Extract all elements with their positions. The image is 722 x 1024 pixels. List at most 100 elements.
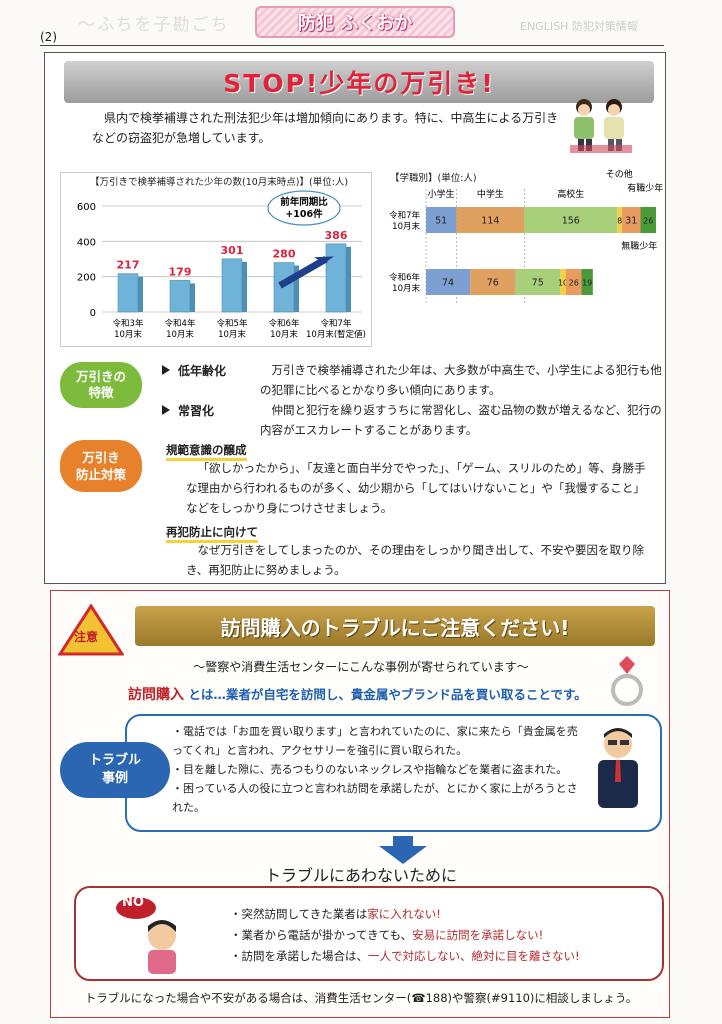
segment-label: 51: [435, 216, 447, 227]
features-label-line1: 万引きの: [75, 369, 126, 384]
x-tick-label: 10月末: [166, 329, 194, 340]
segment-label: 10: [558, 279, 568, 288]
row-label: 令和7年: [389, 210, 420, 221]
legend-label: 有職少年: [627, 182, 663, 194]
data-label: 217: [117, 259, 140, 272]
bar-side: [294, 265, 299, 312]
list-item: ・電話では「お皿を買い取ります」と言われていたのに、家に来たら「貴金属を売ってく…: [172, 725, 578, 757]
consultation-footer: トラブルになった場合や不安がある場合は、消費生活センター(☎188)や警察(#9…: [84, 991, 638, 1005]
stack-segment: [515, 269, 561, 295]
segment-label: 76: [487, 278, 499, 289]
list-item: ・突然訪問してきた業者は家に入れない!: [230, 907, 441, 921]
feature-2-text: 仲間と犯行を繰り返すうちに常習化し、盗む品物の数が増えるなど、犯行の内容がエスカ…: [260, 403, 662, 437]
stack-segment: [456, 207, 525, 233]
feature-1-text: 万引きで検挙補導された少年は、大多数が中高生で、小学生による犯行も他の犯罪に比べ…: [260, 363, 662, 397]
trouble-cases-list: ・電話では「お皿を買い取ります」と言われていたのに、家に来たら「貴金属を売ってく…: [172, 722, 582, 817]
legend-label: 中学生: [477, 188, 504, 200]
features-label: 万引きの 特徴: [60, 362, 142, 408]
bar-side: [242, 261, 247, 312]
masthead: 防犯 ふくおか: [255, 6, 455, 38]
prevention-label-line1: 万引き: [82, 450, 120, 465]
trouble-cases-label: トラブル 事例: [60, 742, 170, 798]
segment-label: 156: [562, 216, 580, 227]
stack-segment: [617, 207, 623, 233]
segment-label: 31: [625, 216, 637, 227]
trouble-cases-box: [125, 714, 662, 832]
bar-side: [346, 246, 351, 312]
trouble-cases-label-line1: トラブル: [88, 753, 141, 768]
legend-label: その他: [606, 168, 633, 180]
stack-segment: [622, 207, 641, 233]
header-background-text-right: ENGLISH 防犯対策情報: [520, 20, 638, 33]
trouble-cases-label-line2: 事例: [101, 771, 128, 786]
list-item: ・目を離した隙に、売るつもりのないネックレスや指輪などを業者に盗まれた。: [172, 763, 568, 776]
legend-label: 高校生: [557, 188, 584, 200]
warning-label: 注意: [74, 630, 99, 644]
shoplifting-banner: STOP!少年の万引き!: [64, 61, 654, 103]
suspicious-man-illustration: [598, 728, 638, 808]
stack-segment: [581, 269, 593, 295]
stack-segment: [470, 269, 516, 295]
stack-segment: [524, 207, 618, 233]
row-label: 10月末: [392, 283, 420, 294]
avoid-trouble-list: ・突然訪問してきた業者は家に入れない! ・業者から電話が掛かってきても、安易に訪…: [230, 904, 580, 967]
students-illustration: [570, 99, 632, 153]
page-number: (2): [40, 30, 57, 44]
no-label: NO: [122, 895, 144, 910]
x-tick-label: 令和5年: [217, 318, 248, 329]
list-item: ・業者から電話が掛かってきても、安易に訪問を承諾しない!: [230, 928, 544, 942]
prevention-subhead-2: 再犯防止に向けて: [166, 524, 258, 543]
legend-label: 小学生: [428, 188, 455, 200]
data-label: 280: [273, 248, 296, 261]
bar-side: [138, 276, 143, 312]
x-tick-label: 10月末(暫定値): [306, 329, 366, 340]
row-label: 10月末: [392, 221, 420, 232]
stack-segment: [566, 269, 582, 295]
prevention-label-line2: 防止対策: [75, 467, 126, 482]
y-tick-label: 200: [77, 273, 96, 284]
trend-arrowhead: [314, 256, 334, 264]
down-arrow-icon: [379, 836, 427, 864]
avoid-trouble-title: トラブルにあわないために: [264, 866, 457, 885]
x-tick-label: 10月末: [270, 329, 298, 340]
x-tick-label: 令和6年: [269, 318, 300, 329]
segment-label: 26: [643, 217, 653, 226]
x-tick-label: 令和3年: [113, 318, 144, 329]
bar-side: [190, 283, 195, 312]
door-to-door-definition: 訪問購入 とは…業者が自宅を訪問し、貴金属やブランド品を買い取ることです。: [128, 687, 587, 703]
legend-label: 無職少年: [621, 240, 657, 252]
bar: [325, 243, 347, 313]
segment-label: 26: [569, 279, 579, 288]
bar: [273, 262, 295, 313]
no-sign-girl-illustration: [116, 897, 176, 974]
juvenile-count-chart: 0200400600217令和3年10月末179令和4年10月末301令和5年1…: [77, 190, 366, 340]
annotation-text: 前年同期比: [280, 196, 328, 208]
y-tick-label: 600: [77, 202, 96, 213]
prevention-label: 万引き 防止対策: [60, 440, 142, 492]
prevention-text-2: なぜ万引きをしてしまったのか、その理由をしっかり聞き出して、不安や要因を取り除き…: [186, 543, 645, 577]
segment-label: 75: [532, 278, 544, 289]
list-item: ・訪問を承諾した場合は、一人で対応しない、絶対に目を離さない!: [230, 949, 580, 963]
triangle-bullet-icon: [162, 365, 170, 375]
x-tick-label: 10月末: [114, 329, 142, 340]
annotation-bubble: [267, 190, 341, 226]
prevention-subhead-1: 規範意識の醸成: [166, 442, 247, 461]
stack-segment: [426, 269, 471, 295]
segment-label: 74: [442, 278, 454, 289]
data-label: 301: [221, 244, 244, 257]
data-label: 179: [169, 265, 192, 278]
triangle-bullet-icon: [162, 405, 170, 415]
header-background-text: 〜ふちを子勘ごち: [78, 15, 230, 35]
bar: [169, 280, 191, 313]
features-label-line2: 特徴: [88, 385, 114, 400]
stack-segment: [640, 207, 656, 233]
header-rule: [40, 45, 664, 46]
segment-label: 19: [582, 279, 592, 288]
ring-icon: [611, 656, 643, 706]
bar: [117, 273, 139, 313]
door-to-door-banner: 訪問購入のトラブルにご注意ください!: [135, 606, 655, 646]
door-to-door-subnote: ～警察や消費生活センターにこんな事例が寄せられています～: [193, 660, 529, 674]
stack-segment: [560, 269, 567, 295]
prevention-text-1: 「欲しかったから」、「友達と面白半分でやった」、「ゲーム、スリルのため」等、身勝…: [186, 461, 646, 515]
